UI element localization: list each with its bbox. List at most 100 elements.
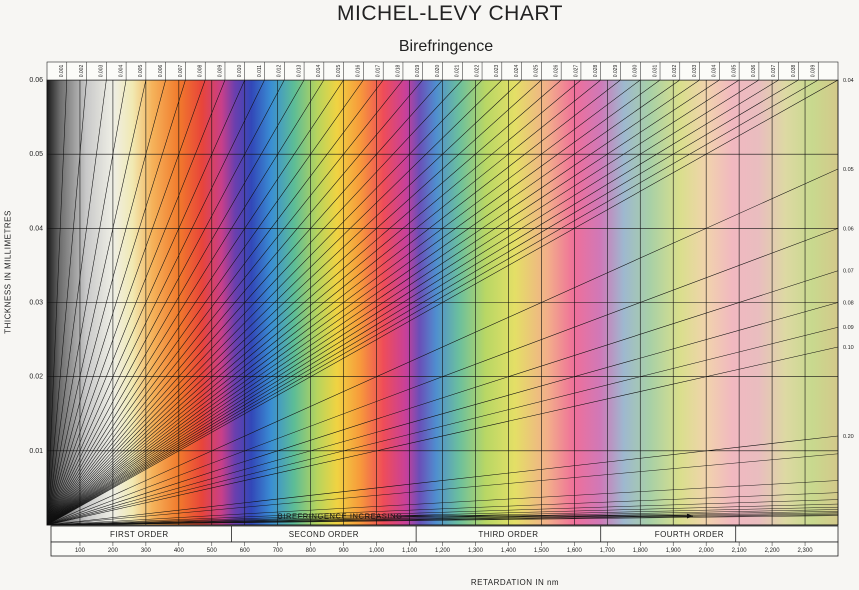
x-tick-label: 400 <box>174 548 185 554</box>
x-tick-label: 100 <box>75 548 86 554</box>
right-birefringence-label: 0.07 <box>843 269 854 275</box>
birefringence-line <box>47 80 443 525</box>
top-birefringence-label: 0.035 <box>731 65 737 78</box>
y-tick-label: 0.03 <box>29 300 43 307</box>
x-tick-label: 1,200 <box>435 548 451 554</box>
birefringence-line <box>47 515 838 525</box>
top-birefringence-label: 0.036 <box>751 65 757 78</box>
right-birefringence-scale: 0.04 0.05 0.06 0.07 0.08 0.09 0.10 0.20 <box>843 78 854 440</box>
birefringence-line <box>47 80 325 525</box>
x-tick-label: 1,000 <box>369 548 385 554</box>
birefringence-line <box>47 80 344 525</box>
birefringence-line <box>47 346 838 525</box>
top-birefringence-label: 0.001 <box>59 65 65 78</box>
top-birefringence-label: 0.007 <box>178 65 184 78</box>
chart-title: MICHEL-LEVY CHART <box>337 2 563 25</box>
x-axis-label: RETARDATION IN nm <box>470 578 560 587</box>
top-birefringence-scale: 0.001 0.002 0.003 0.004 0.005 0.006 0.007 0.008… <box>46 61 839 81</box>
birefringence-line <box>47 168 838 525</box>
right-birefringence-label: 0.20 <box>843 434 854 440</box>
top-birefringence-label: 0.006 <box>158 65 164 78</box>
birefringence-line <box>47 80 147 525</box>
order-label: FIRST ORDER <box>110 530 168 539</box>
birefringence-line <box>47 511 838 525</box>
x-tick-label: 1,100 <box>402 548 418 554</box>
x-tick-label: 2,100 <box>732 548 748 554</box>
birefringence-line <box>47 499 838 525</box>
top-birefringence-label: 0.030 <box>633 65 639 78</box>
birefringence-line <box>47 80 364 525</box>
right-birefringence-label: 0.09 <box>843 325 854 331</box>
birefringence-line <box>47 503 838 525</box>
birefringence-line <box>47 80 127 525</box>
top-birefringence-label: 0.019 <box>415 65 421 78</box>
birefringence-line <box>47 80 819 525</box>
x-tick-label: 600 <box>240 548 251 554</box>
top-birefringence-label: 0.016 <box>356 65 362 78</box>
birefringence-line <box>47 80 582 525</box>
top-birefringence-label: 0.003 <box>99 65 105 78</box>
birefringence-line <box>47 80 522 525</box>
right-birefringence-label: 0.05 <box>843 167 854 173</box>
top-birefringence-label: 0.020 <box>435 65 441 78</box>
x-tick-label: 200 <box>108 548 119 554</box>
top-birefringence-label: 0.032 <box>672 65 678 78</box>
top-birefringence-label: 0.015 <box>336 65 342 78</box>
top-birefringence-label: 0.005 <box>138 65 144 78</box>
birefringence-line <box>47 80 621 525</box>
top-birefringence-label: 0.034 <box>712 65 718 78</box>
top-birefringence-label: 0.038 <box>791 65 797 78</box>
birefringence-line <box>47 302 838 525</box>
top-birefringence-label: 0.021 <box>455 65 461 78</box>
x-tick-label: 700 <box>273 548 284 554</box>
birefringence-line <box>47 80 384 525</box>
top-birefringence-label: 0.024 <box>514 65 520 78</box>
x-tick-label: 2,300 <box>798 548 814 554</box>
top-birefringence-label: 0.018 <box>395 65 401 78</box>
birefringence-line <box>47 80 700 525</box>
birefringence-line <box>47 80 285 525</box>
x-tick-label: 800 <box>306 548 317 554</box>
birefringence-line <box>47 80 720 525</box>
birefringence-line <box>47 80 246 525</box>
x-axis: 100 200 300 400 500 600 700 800 900 1,000 1,100 1,2… <box>50 541 839 557</box>
top-birefringence-label: 0.017 <box>376 65 382 78</box>
y-tick-label: 0.06 <box>29 77 43 84</box>
top-birefringence-label: 0.013 <box>296 65 302 78</box>
birefringence-line <box>47 80 483 525</box>
top-birefringence-label: 0.029 <box>613 65 619 78</box>
top-birefringence-label: 0.033 <box>692 65 698 78</box>
right-birefringence-label: 0.06 <box>843 226 854 232</box>
top-birefringence-label: 0.004 <box>118 65 124 78</box>
birefringence-line <box>47 480 838 525</box>
top-birefringence-label: 0.011 <box>257 65 263 77</box>
y-tick-label: 0.02 <box>29 374 43 381</box>
birefringence-line <box>47 80 779 525</box>
x-tick-label: 900 <box>339 548 350 554</box>
top-birefringence-label: 0.037 <box>771 65 777 78</box>
birefringence-line <box>47 509 838 525</box>
order-band: FIRST ORDER SECOND ORDER THIRD ORDER FOURTH… <box>50 525 839 543</box>
x-tick-label: 1,700 <box>600 548 616 554</box>
y-tick-label: 0.05 <box>29 151 43 158</box>
top-birefringence-label: 0.027 <box>573 65 579 78</box>
chart-subtitle: Birefringence <box>398 38 494 55</box>
x-tick-label: 2,200 <box>765 548 781 554</box>
birefringence-line <box>47 492 838 525</box>
top-birefringence-label: 0.002 <box>79 65 85 78</box>
birefringence-line <box>47 80 404 525</box>
top-birefringence-label: 0.031 <box>652 65 658 78</box>
birefringence-line <box>47 80 166 525</box>
birefringence-arrow: BIREFRINGENCE INCREASING <box>278 512 693 521</box>
top-birefringence-label: 0.022 <box>474 65 480 78</box>
birefringence-line <box>47 326 838 525</box>
birefringence-line <box>47 80 760 525</box>
x-tick-row-frame <box>50 541 839 557</box>
birefringence-line <box>47 80 206 525</box>
birefringence-line <box>47 80 838 525</box>
birefringence-line <box>47 435 838 525</box>
birefringence-lines <box>47 80 838 525</box>
birefringence-line <box>47 80 601 525</box>
arrow-head <box>686 513 693 519</box>
top-birefringence-label: 0.028 <box>593 65 599 78</box>
